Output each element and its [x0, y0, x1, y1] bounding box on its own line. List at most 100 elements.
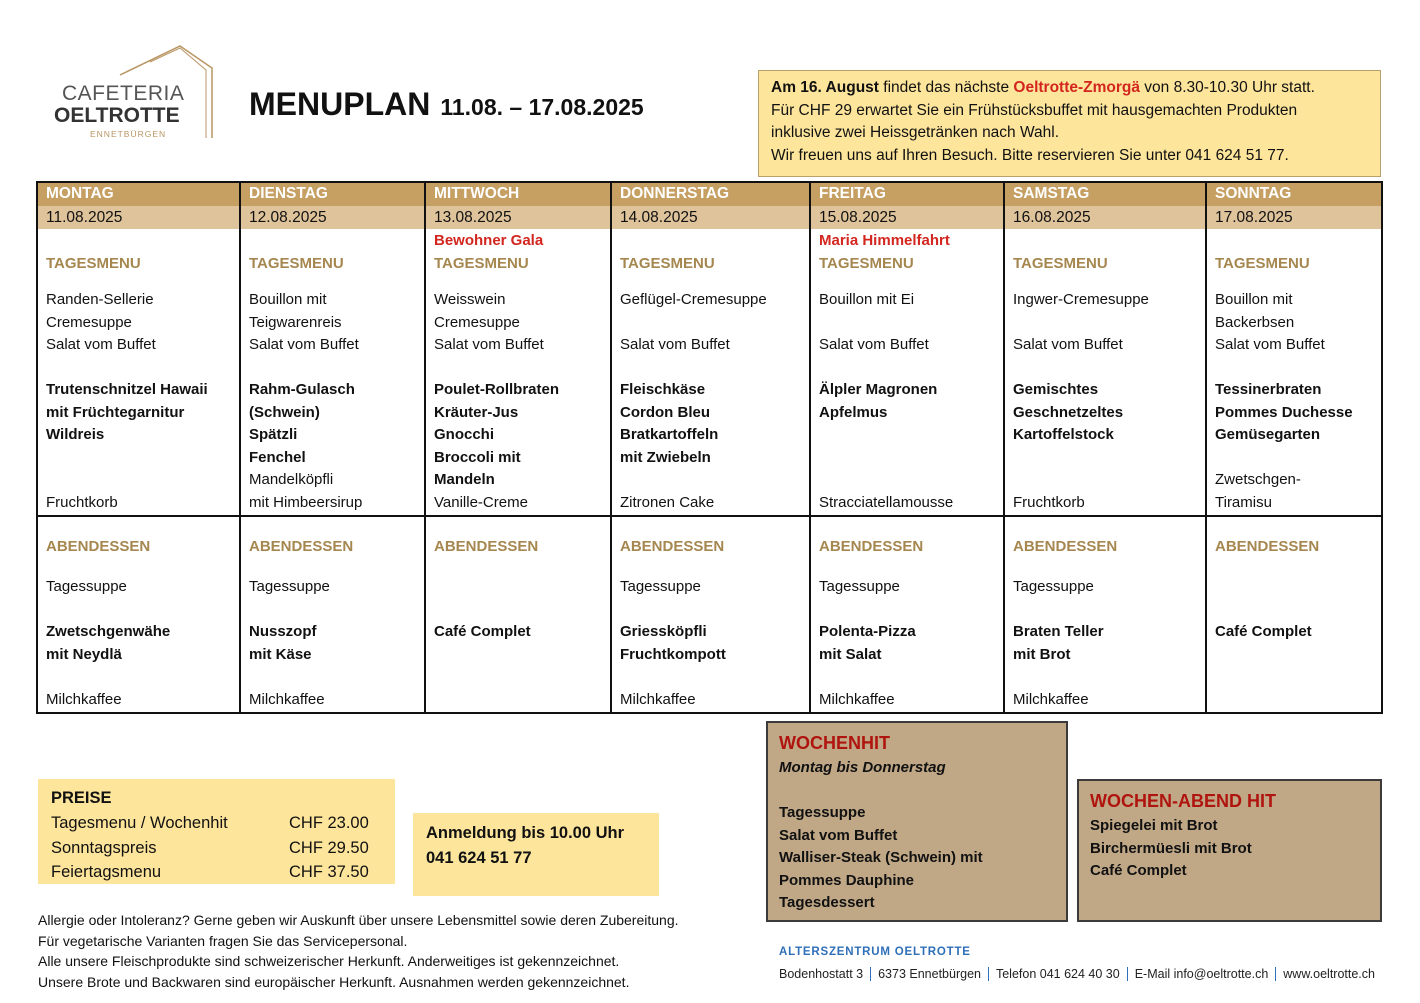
salad: Salat vom Buffet: [1013, 336, 1123, 354]
column-line: [1205, 181, 1207, 713]
dinner-main: Café Complet: [434, 623, 531, 640]
day-date: 14.08.2025: [620, 209, 698, 226]
notice-segment: von 8.30-10.30 Uhr statt.: [1144, 79, 1315, 96]
weekly-hit-subtitle: Montag bis Donnerstag: [779, 759, 946, 776]
dinner-label: ABENDESSEN: [819, 538, 924, 555]
notice-box: [758, 70, 1381, 177]
main-dish: Fleischkäse: [620, 381, 706, 399]
weekly-hit-title: WOCHENHIT: [779, 733, 890, 753]
dinner-main: Polenta-Pizza: [819, 623, 916, 640]
registration-line: Anmeldung bis 10.00 Uhr: [426, 824, 625, 842]
main-dish: Kräuter-Jus: [434, 403, 519, 421]
table-date-bg: [37, 206, 1381, 229]
notice-line: inklusive zwei Heissgetränken nach Wahl.: [771, 123, 1059, 143]
soup: Backerbsen: [1215, 313, 1295, 331]
main-dish: Bratkartoffeln: [620, 426, 719, 444]
roof-line: [149, 47, 207, 138]
dinner-main: mit Neydlä: [46, 645, 122, 663]
title-main: MENUPLAN: [249, 86, 431, 122]
soup: Weisswein: [434, 291, 506, 308]
dinner-label: ABENDESSEN: [249, 538, 354, 555]
notice-line: Am 16. August findet das nächste Oeltrot…: [771, 78, 1315, 98]
column-line: [809, 181, 811, 713]
weekly-hit-line: Tagessuppe: [779, 804, 866, 821]
dessert: Vanille-Creme: [434, 494, 528, 512]
dinner-drink: Milchkaffee: [620, 691, 696, 708]
notice-segment: Oeltrotte-Zmorgä: [1013, 79, 1140, 96]
weekly-hit-line: Salat vom Buffet: [779, 826, 898, 844]
note: Für vegetarische Varianten fragen Sie da…: [38, 932, 408, 949]
dinner-label: ABENDESSEN: [46, 538, 151, 555]
dinner-main: Zwetschgenwähe: [46, 623, 171, 640]
day-name: MONTAG: [46, 185, 114, 202]
notice-segment: findet das nächste: [883, 79, 1010, 96]
evening-hit-box: [1077, 779, 1382, 922]
day-date: 11.08.2025: [46, 209, 123, 226]
notice-segment: Am 16. August: [771, 79, 879, 96]
footer-item: 6373 Ennetbürgen: [870, 967, 988, 981]
logo-line3: ENNETBÜRGEN: [90, 129, 167, 139]
salad: Salat vom Buffet: [620, 336, 730, 354]
day-name: SONNTAG: [1215, 185, 1292, 202]
dinner-drink: Milchkaffee: [249, 691, 325, 708]
footer-item: E-Mail info@oeltrotte.ch: [1126, 967, 1276, 981]
dinner-main: mit Salat: [819, 645, 882, 663]
dinner-drink: Milchkaffee: [819, 691, 895, 708]
salad: Salat vom Buffet: [46, 336, 156, 354]
evening-hit-title: WOCHEN-ABEND HIT: [1090, 791, 1276, 811]
lunch-label: TAGESMENU: [46, 255, 141, 272]
price-label: Sonntagspreis: [51, 838, 157, 857]
dessert: mit Himbeersirup: [249, 494, 363, 512]
dinner-drink: Milchkaffee: [1013, 691, 1089, 708]
notice-segment: Für CHF 29 erwartet Sie ein Frühstücksbu…: [771, 101, 1298, 119]
main-dish: (Schwein): [249, 403, 320, 421]
notice-line: Für CHF 29 erwartet Sie ein Frühstücksbu…: [771, 101, 1297, 121]
soup: Cremesuppe: [46, 313, 132, 331]
notice-segment: inklusive zwei Heissgetränken nach Wahl.: [771, 124, 1060, 141]
registration-line: 041 624 51 77: [426, 849, 532, 867]
column-line: [610, 181, 612, 713]
main-dish: Apfelmus: [819, 403, 888, 421]
main-dish: Geschnetzeltes: [1013, 403, 1124, 421]
weekly-hit-line: Tagesdessert: [779, 894, 875, 912]
dinner-main: Griessköpfli: [620, 623, 707, 640]
main-dish: Tessinerbraten: [1215, 381, 1322, 399]
evening-hit-line: Spiegelei mit Brot: [1090, 817, 1218, 834]
dessert: Zitronen Cake: [620, 494, 715, 512]
soup: Geflügel-Cremesuppe: [620, 291, 767, 308]
day-date: 15.08.2025: [819, 209, 897, 226]
footer-org: ALTERSZENTRUM OELTROTTE: [779, 946, 971, 958]
dinner-label: ABENDESSEN: [434, 538, 539, 555]
dinner-soup: Tagessuppe: [620, 578, 701, 595]
lunch-label: TAGESMENU: [434, 255, 529, 272]
lunch-label: TAGESMENU: [620, 255, 715, 272]
footer-item: Bodenhostatt 3: [779, 967, 864, 981]
prices-box: [38, 779, 395, 884]
soup: Randen-Sellerie: [46, 291, 154, 308]
dinner-drink: Milchkaffee: [46, 691, 122, 708]
weekly-hit-box: [766, 721, 1068, 922]
lunch-label: TAGESMENU: [1013, 255, 1108, 272]
dinner-label: ABENDESSEN: [620, 538, 725, 555]
day-date: 12.08.2025: [249, 209, 327, 226]
day-special: Bewohner Gala: [434, 232, 544, 249]
soup: Bouillon mit: [1215, 291, 1293, 308]
note: Alle unsere Fleischprodukte sind schweiz…: [38, 953, 620, 969]
price-value: CHF 37.50: [289, 863, 369, 881]
main-dish: Poulet-Rollbraten: [434, 381, 560, 399]
day-special: Maria Himmelfahrt: [819, 232, 950, 249]
column-line: [239, 181, 241, 713]
main-dish: Broccoli mit: [434, 448, 521, 466]
title-dates: 11.08. – 17.08.2025: [440, 94, 644, 120]
main-dish: Kartoffelstock: [1013, 426, 1114, 444]
column-line: [424, 181, 426, 713]
dessert: Fruchtkorb: [46, 494, 118, 512]
main-dish: Fenchel: [249, 448, 306, 466]
soup: Bouillon mit: [249, 291, 327, 308]
salad: Salat vom Buffet: [819, 336, 929, 354]
dinner-label: ABENDESSEN: [1013, 538, 1118, 555]
main-dish: Gemischtes: [1013, 381, 1099, 399]
day-date: 13.08.2025: [434, 209, 512, 226]
table-divider: [37, 515, 1382, 517]
dinner-label: ABENDESSEN: [1215, 538, 1320, 555]
